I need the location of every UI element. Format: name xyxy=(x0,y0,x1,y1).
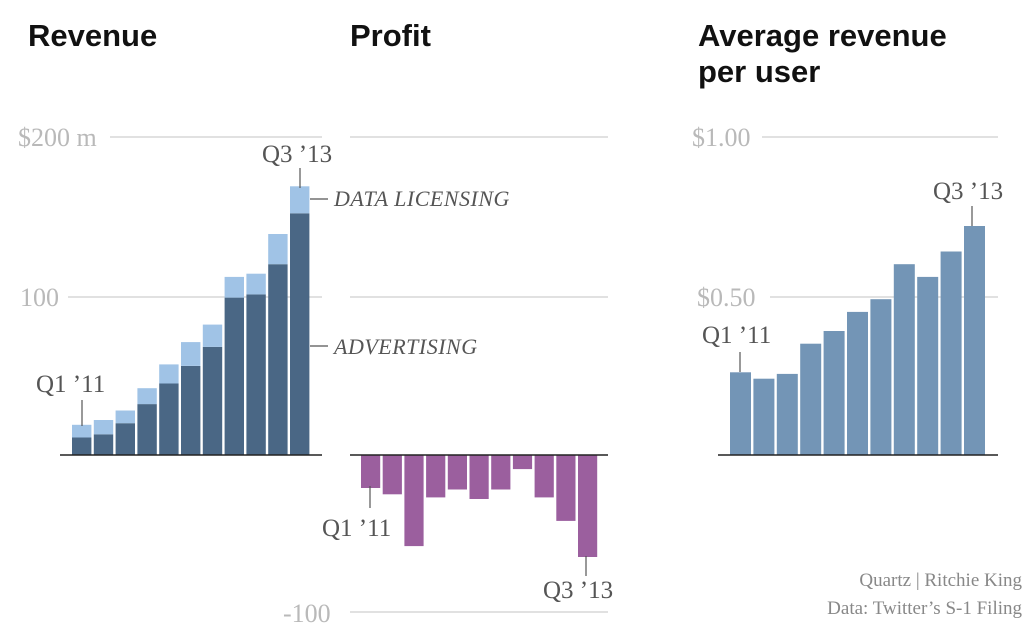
profit-bar xyxy=(447,455,467,490)
revenue-bar-advertising xyxy=(115,423,135,455)
revenue-bar-advertising xyxy=(159,383,179,455)
arpu-bar xyxy=(800,343,822,455)
revenue-bar-data-licensing xyxy=(72,424,92,438)
revenue-bar-data-licensing xyxy=(224,276,244,298)
arpu-bar xyxy=(964,226,985,455)
revenue-bar-data-licensing xyxy=(202,324,223,347)
profit-ytick-minus100: -100 xyxy=(283,599,331,628)
revenue-bar-advertising xyxy=(224,297,244,455)
revenue-bar-data-licensing xyxy=(181,342,201,366)
arpu-title-line1: Average revenue xyxy=(698,18,947,53)
arpu-bar xyxy=(776,373,798,455)
revenue-bar-data-licensing xyxy=(93,420,114,435)
revenue-last-label: Q3 ’13 xyxy=(262,141,332,168)
arpu-last-label: Q3 ’13 xyxy=(933,178,1003,205)
revenue-bar-data-licensing xyxy=(115,410,135,424)
profit-bar xyxy=(491,455,511,490)
revenue-bar-advertising xyxy=(246,294,266,455)
advertising-label: ADVERTISING xyxy=(332,334,478,359)
profit-bar xyxy=(512,455,533,470)
arpu-bar xyxy=(753,378,775,455)
arpu-bar xyxy=(730,372,751,455)
credit-source: Data: Twitter’s S-1 Filing xyxy=(827,598,1022,619)
credit-author: Quartz | Ritchie King xyxy=(859,570,1022,591)
revenue-bar-advertising xyxy=(202,346,223,455)
profit-bar xyxy=(426,455,446,498)
revenue-bar-advertising xyxy=(290,213,310,455)
profit-bar xyxy=(361,455,381,488)
revenue-bar-advertising xyxy=(72,437,92,455)
data-licensing-label: DATA LICENSING xyxy=(333,186,510,211)
profit-title: Profit xyxy=(350,18,431,53)
revenue-bar-data-licensing xyxy=(268,234,288,265)
arpu-bars xyxy=(730,226,985,455)
revenue-bar-data-licensing xyxy=(246,273,266,295)
profit-bar xyxy=(534,455,554,498)
arpu-bar xyxy=(893,264,915,455)
profit-bar xyxy=(469,455,489,499)
revenue-bar-advertising xyxy=(181,366,201,455)
arpu-ytick-100: $1.00 xyxy=(692,123,751,152)
arpu-bar xyxy=(940,251,962,455)
arpu-bar xyxy=(823,331,845,455)
revenue-ytick-200: $200 m xyxy=(18,123,97,152)
arpu-ytick-050: $0.50 xyxy=(697,283,756,312)
arpu-title-line2: per user xyxy=(698,54,820,89)
arpu-bar xyxy=(847,311,868,455)
revenue-first-label: Q1 ’11 xyxy=(36,371,105,398)
profit-bar xyxy=(556,455,576,521)
revenue-ytick-100: 100 xyxy=(20,283,59,312)
profit-first-label: Q1 ’11 xyxy=(322,515,391,542)
profit-bars xyxy=(361,455,598,557)
arpu-first-label: Q1 ’11 xyxy=(702,322,771,349)
arpu-bar xyxy=(917,276,939,455)
profit-bar xyxy=(382,455,402,495)
revenue-bar-data-licensing xyxy=(290,186,310,214)
profit-bar xyxy=(404,455,424,547)
revenue-bar-advertising xyxy=(137,404,157,455)
revenue-bar-advertising xyxy=(93,434,114,455)
revenue-bar-advertising xyxy=(268,264,288,455)
revenue-bars xyxy=(72,186,310,455)
profit-last-label: Q3 ’13 xyxy=(543,577,613,604)
revenue-title: Revenue xyxy=(28,18,157,53)
revenue-bar-data-licensing xyxy=(137,388,157,405)
profit-bar xyxy=(578,455,598,557)
revenue-bar-data-licensing xyxy=(159,364,179,384)
arpu-bar xyxy=(870,299,892,455)
